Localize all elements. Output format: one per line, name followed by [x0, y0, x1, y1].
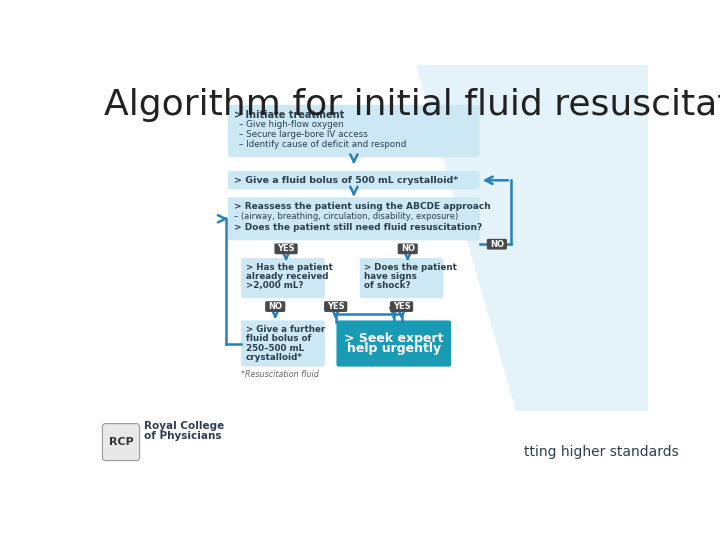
Text: YES: YES	[327, 302, 344, 311]
Text: RCP: RCP	[109, 437, 133, 447]
FancyBboxPatch shape	[228, 105, 480, 157]
Text: Royal College: Royal College	[144, 421, 225, 430]
FancyBboxPatch shape	[228, 171, 480, 190]
FancyBboxPatch shape	[265, 301, 285, 312]
Text: fluid bolus of: fluid bolus of	[246, 334, 311, 343]
FancyBboxPatch shape	[102, 423, 140, 461]
FancyBboxPatch shape	[397, 244, 418, 254]
Text: tting higher standards: tting higher standards	[524, 445, 679, 459]
FancyBboxPatch shape	[390, 301, 413, 312]
Text: > Does the patient: > Does the patient	[364, 262, 457, 272]
Text: – Give high-flow oxygen: – Give high-flow oxygen	[239, 120, 343, 129]
Text: YES: YES	[392, 302, 410, 311]
Text: > Initiate treatment: > Initiate treatment	[234, 110, 344, 120]
Text: NO: NO	[269, 302, 282, 311]
Text: of Physicians: of Physicians	[144, 430, 222, 441]
FancyBboxPatch shape	[274, 244, 297, 254]
FancyBboxPatch shape	[360, 258, 444, 298]
Text: > Seek expert: > Seek expert	[344, 332, 444, 345]
Text: Algorithm for initial fluid resuscitation: Algorithm for initial fluid resuscitatio…	[104, 88, 720, 122]
Text: > Reassess the patient using the ABCDE approach: > Reassess the patient using the ABCDE a…	[234, 202, 491, 211]
Polygon shape	[415, 65, 648, 411]
FancyBboxPatch shape	[241, 258, 325, 298]
Text: of shock?: of shock?	[364, 281, 411, 290]
Text: > Give a further: > Give a further	[246, 325, 325, 334]
Text: > Does the patient still need fluid resuscitation?: > Does the patient still need fluid resu…	[234, 222, 482, 232]
Text: >2,000 mL?: >2,000 mL?	[246, 281, 303, 290]
Text: *Resuscitation fluid: *Resuscitation fluid	[241, 370, 319, 380]
Text: > Give a fluid bolus of 500 mL crystalloid*: > Give a fluid bolus of 500 mL crystallo…	[234, 176, 459, 185]
Text: help urgently: help urgently	[347, 342, 441, 355]
Text: crystalloid*: crystalloid*	[246, 353, 302, 362]
Text: – Secure large-bore IV access: – Secure large-bore IV access	[239, 130, 368, 139]
Text: NO: NO	[490, 240, 504, 249]
Text: 250–500 mL: 250–500 mL	[246, 343, 304, 353]
Text: already received: already received	[246, 272, 328, 281]
FancyBboxPatch shape	[241, 320, 325, 367]
Text: have signs: have signs	[364, 272, 417, 281]
Text: > Has the patient: > Has the patient	[246, 262, 333, 272]
FancyBboxPatch shape	[336, 320, 451, 367]
Text: YES: YES	[277, 244, 295, 253]
FancyBboxPatch shape	[324, 301, 347, 312]
Text: NO: NO	[401, 244, 415, 253]
FancyBboxPatch shape	[228, 197, 480, 240]
Text: – Identify cause of deficit and respond: – Identify cause of deficit and respond	[239, 140, 406, 149]
Text: – (airway, breathing, circulation, disability, exposure): – (airway, breathing, circulation, disab…	[234, 212, 459, 221]
FancyBboxPatch shape	[487, 239, 507, 249]
